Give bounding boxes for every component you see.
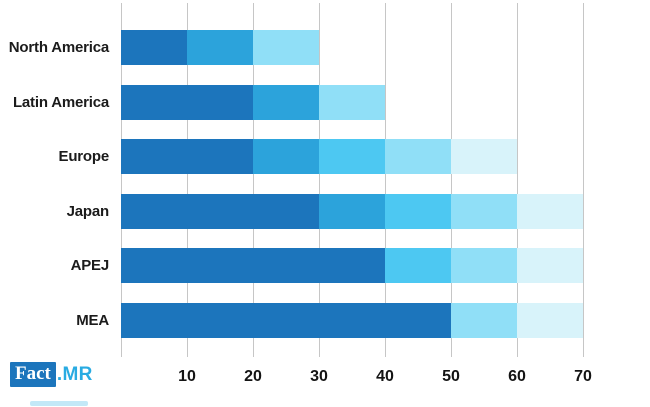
x-tick-label-10: 10 bbox=[178, 368, 196, 385]
category-label-apej: APEJ bbox=[70, 257, 110, 274]
bar-row-europe bbox=[121, 139, 517, 174]
bar-segment-segment-2-medium-blue bbox=[253, 139, 319, 174]
bar-segment-segment-3-bright-cyan bbox=[385, 248, 451, 283]
bar-segment-segment-2-medium-blue bbox=[319, 194, 385, 229]
bar-segment-segment-4-light-cyan bbox=[253, 30, 319, 65]
grid-line-60 bbox=[517, 3, 518, 357]
grid-line-0 bbox=[121, 3, 122, 357]
bar-segment-segment-1-dark-blue bbox=[121, 248, 385, 283]
grid-line-70 bbox=[583, 3, 584, 357]
bar-segment-segment-1-dark-blue bbox=[121, 85, 253, 120]
x-tick-label-60: 60 bbox=[508, 368, 526, 385]
category-label-north-america: North America bbox=[8, 39, 109, 56]
x-tick-label-50: 50 bbox=[442, 368, 460, 385]
category-label-latin-america: Latin America bbox=[12, 94, 109, 111]
category-label-mea: MEA bbox=[76, 312, 109, 329]
bar-segment-segment-5-pale-cyan bbox=[517, 303, 583, 338]
x-tick-label-70: 70 bbox=[574, 368, 592, 385]
bar-segment-segment-2-medium-blue bbox=[187, 30, 253, 65]
grid-line-10 bbox=[187, 3, 188, 357]
x-tick-label-20: 20 bbox=[244, 368, 262, 385]
bar-row-latin-america bbox=[121, 85, 385, 120]
factmr-logo: Fact .MR bbox=[10, 362, 93, 387]
bar-segment-segment-3-bright-cyan bbox=[319, 139, 385, 174]
logo-fact-box: Fact bbox=[10, 362, 56, 387]
bar-row-north-america bbox=[121, 30, 319, 65]
bar-segment-segment-2-medium-blue bbox=[253, 85, 319, 120]
grid-line-30 bbox=[319, 3, 320, 357]
grid-line-20 bbox=[253, 3, 254, 357]
bar-segment-segment-5-pale-cyan bbox=[517, 194, 583, 229]
bar-segment-segment-5-pale-cyan bbox=[517, 248, 583, 283]
category-label-europe: Europe bbox=[58, 148, 110, 165]
bar-segment-segment-4-light-cyan bbox=[319, 85, 385, 120]
logo-mr-text: .MR bbox=[56, 364, 93, 385]
bar-row-apej bbox=[121, 248, 583, 283]
bar-segment-segment-1-dark-blue bbox=[121, 139, 253, 174]
bar-segment-segment-1-dark-blue bbox=[121, 194, 319, 229]
bar-row-japan bbox=[121, 194, 583, 229]
bar-segment-segment-4-light-cyan bbox=[451, 303, 517, 338]
x-tick-label-30: 30 bbox=[310, 368, 328, 385]
logo-artifact bbox=[30, 401, 88, 406]
bar-segment-segment-3-bright-cyan bbox=[385, 194, 451, 229]
bar-segment-segment-1-dark-blue bbox=[121, 30, 187, 65]
bar-segment-segment-4-light-cyan bbox=[451, 248, 517, 283]
bar-row-mea bbox=[121, 303, 583, 338]
bar-segment-segment-4-light-cyan bbox=[451, 194, 517, 229]
bar-segment-segment-5-pale-cyan bbox=[451, 139, 517, 174]
x-tick-label-40: 40 bbox=[376, 368, 394, 385]
grid-line-40 bbox=[385, 3, 386, 357]
bar-segment-segment-4-light-cyan bbox=[385, 139, 451, 174]
bar-segment-segment-1-dark-blue bbox=[121, 303, 451, 338]
category-label-japan: Japan bbox=[66, 203, 110, 220]
grid-line-50 bbox=[451, 3, 452, 357]
